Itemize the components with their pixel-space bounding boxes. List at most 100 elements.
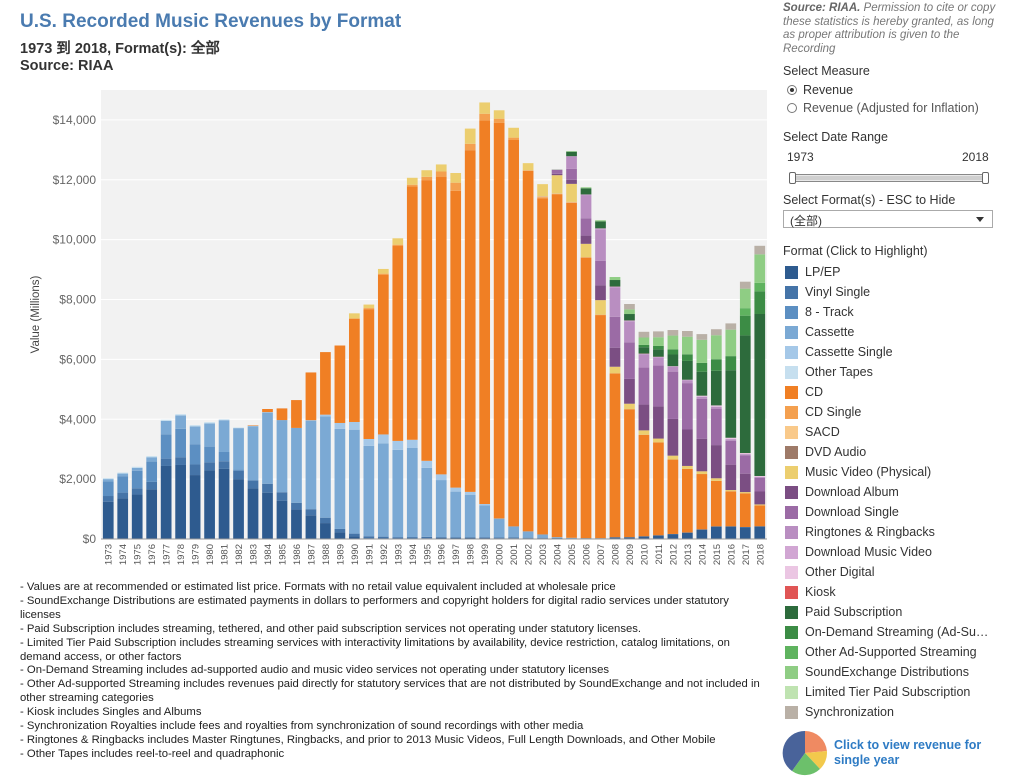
- bar-segment[interactable]: [696, 474, 708, 530]
- bar-segment[interactable]: [653, 365, 664, 407]
- measure-option-inflation[interactable]: Revenue (Adjusted for Inflation): [787, 101, 979, 115]
- bar-segment[interactable]: [435, 164, 447, 172]
- bar-segment[interactable]: [435, 537, 447, 538]
- bar-segment[interactable]: [189, 426, 201, 445]
- bar-segment[interactable]: [406, 439, 418, 448]
- bar-segment[interactable]: [682, 380, 693, 384]
- bar-segment[interactable]: [710, 408, 722, 446]
- bar-segment[interactable]: [580, 195, 592, 219]
- bar-segment[interactable]: [754, 504, 766, 506]
- bar-segment[interactable]: [320, 517, 331, 524]
- legend-item[interactable]: DVD Audio: [785, 442, 1015, 462]
- bar-segment[interactable]: [291, 400, 302, 428]
- bar-segment[interactable]: [189, 464, 201, 476]
- bar-segment[interactable]: [117, 472, 129, 474]
- bar-segment[interactable]: [638, 536, 650, 539]
- bar-segment[interactable]: [682, 468, 693, 533]
- bar-segment[interactable]: [291, 509, 302, 539]
- bar-segment[interactable]: [320, 523, 331, 539]
- date-range-slider[interactable]: [789, 172, 989, 184]
- legend-item[interactable]: Other Tapes: [785, 362, 1015, 382]
- bar-segment[interactable]: [551, 173, 563, 176]
- bar-segment[interactable]: [653, 345, 664, 350]
- bar-segment[interactable]: [305, 372, 317, 421]
- bar-segment[interactable]: [262, 483, 273, 493]
- bar-segment[interactable]: [450, 190, 462, 488]
- bar-segment[interactable]: [725, 491, 737, 527]
- bar-segment[interactable]: [117, 473, 129, 477]
- bar-segment[interactable]: [421, 460, 433, 468]
- legend-item[interactable]: SACD: [785, 422, 1015, 442]
- measure-option-revenue[interactable]: Revenue: [787, 83, 853, 97]
- legend-item[interactable]: Other Digital: [785, 562, 1015, 582]
- bar-segment[interactable]: [667, 354, 679, 367]
- bar-segment[interactable]: [464, 537, 476, 539]
- bar-segment[interactable]: [435, 474, 447, 481]
- bar-segment[interactable]: [218, 419, 230, 421]
- bar-segment[interactable]: [638, 430, 650, 435]
- bar-segment[interactable]: [537, 197, 548, 199]
- bar-segment[interactable]: [624, 378, 635, 404]
- bar-segment[interactable]: [667, 534, 679, 539]
- bar-segment[interactable]: [146, 489, 158, 539]
- bar-segment[interactable]: [421, 170, 433, 177]
- bar-segment[interactable]: [609, 373, 621, 538]
- format-dropdown[interactable]: (全部): [783, 210, 993, 228]
- legend-item[interactable]: Download Music Video: [785, 542, 1015, 562]
- bar-segment[interactable]: [609, 277, 621, 281]
- bar-segment[interactable]: [522, 170, 534, 532]
- slider-end-handle[interactable]: [982, 172, 989, 184]
- bar-segment[interactable]: [522, 163, 534, 171]
- bar-segment[interactable]: [435, 537, 447, 539]
- bar-segment[interactable]: [117, 498, 129, 539]
- bar-segment[interactable]: [653, 438, 664, 443]
- bar-segment[interactable]: [377, 273, 389, 275]
- bar-segment[interactable]: [609, 366, 621, 374]
- bar-segment[interactable]: [363, 438, 375, 446]
- bar-segment[interactable]: [696, 396, 708, 399]
- bar-segment[interactable]: [566, 183, 577, 202]
- bar-segment[interactable]: [653, 349, 664, 357]
- bar-segment[interactable]: [406, 184, 418, 187]
- bar-segment[interactable]: [696, 529, 708, 539]
- bar-segment[interactable]: [218, 461, 230, 469]
- bar-segment[interactable]: [609, 280, 621, 287]
- bar-segment[interactable]: [102, 478, 114, 480]
- bar-segment[interactable]: [682, 336, 693, 355]
- bar-segment[interactable]: [580, 235, 592, 244]
- bar-segment[interactable]: [624, 320, 635, 322]
- legend-item[interactable]: CD Single: [785, 402, 1015, 422]
- bar-segment[interactable]: [537, 184, 548, 197]
- bar-segment[interactable]: [450, 173, 462, 183]
- bar-segment[interactable]: [262, 492, 273, 539]
- bar-segment[interactable]: [566, 156, 577, 169]
- bar-segment[interactable]: [421, 176, 433, 181]
- bar-segment[interactable]: [638, 404, 650, 431]
- bar-segment[interactable]: [131, 494, 143, 539]
- bar-segment[interactable]: [595, 260, 606, 286]
- bar-segment[interactable]: [406, 177, 418, 185]
- bar-segment[interactable]: [624, 409, 635, 538]
- bar-segment[interactable]: [435, 171, 447, 178]
- bar-segment[interactable]: [653, 406, 664, 439]
- bar-segment[interactable]: [464, 494, 476, 538]
- bar-segment[interactable]: [349, 313, 360, 319]
- bar-segment[interactable]: [725, 356, 737, 371]
- bar-segment[interactable]: [667, 366, 679, 372]
- bar-segment[interactable]: [508, 137, 519, 140]
- bar-segment[interactable]: [117, 476, 129, 493]
- bar-segment[interactable]: [595, 221, 606, 229]
- bar-segment[interactable]: [218, 451, 230, 462]
- bar-segment[interactable]: [710, 406, 722, 409]
- bar-segment[interactable]: [682, 354, 693, 361]
- bar-segment[interactable]: [334, 528, 346, 533]
- bar-segment[interactable]: [291, 427, 302, 503]
- bar-segment[interactable]: [710, 445, 722, 479]
- bar-segment[interactable]: [377, 268, 389, 274]
- bar-segment[interactable]: [392, 238, 404, 245]
- bar-segment[interactable]: [580, 187, 592, 189]
- bar-segment[interactable]: [754, 476, 766, 477]
- bar-segment[interactable]: [609, 316, 621, 348]
- bar-segment[interactable]: [653, 337, 664, 346]
- single-year-revenue-link[interactable]: Click to view revenue for single year: [782, 730, 984, 776]
